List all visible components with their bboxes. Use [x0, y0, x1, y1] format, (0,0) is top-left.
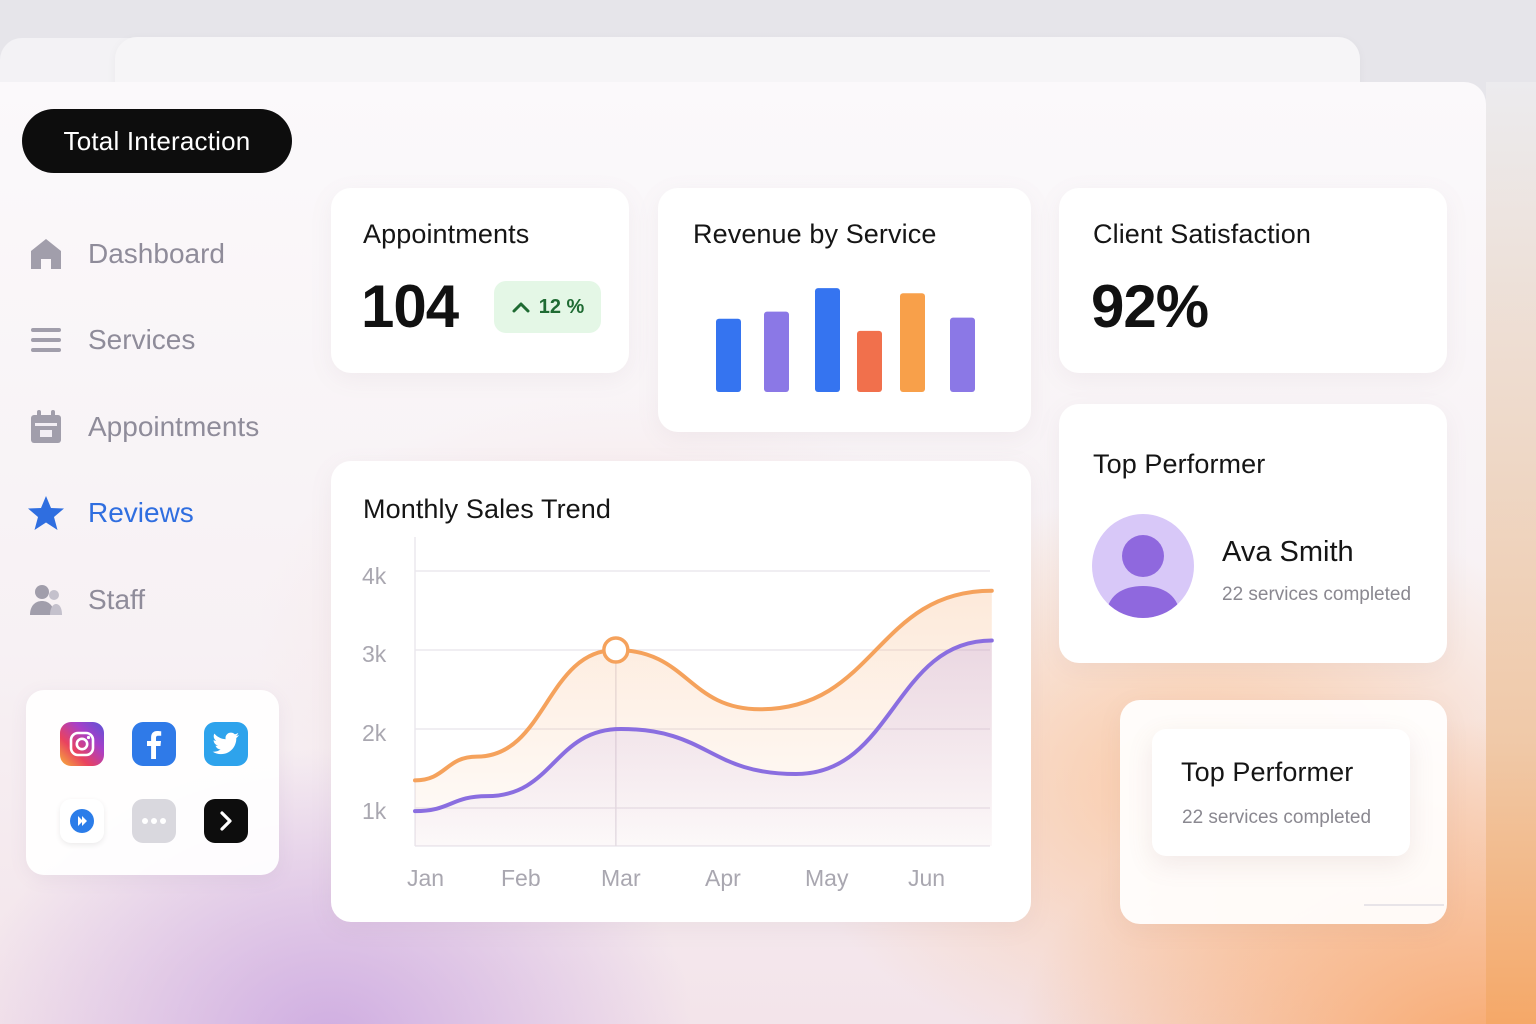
sidebar-item-label: Staff: [88, 584, 146, 615]
sidebar-item-reviews[interactable]: Reviews: [26, 491, 306, 535]
revenue-bar: [764, 311, 789, 392]
sidebar-item-label: Services: [88, 324, 196, 355]
revenue-bar: [716, 318, 741, 392]
series-line: [413, 588, 994, 783]
sidebar-item-label: Appointments: [88, 411, 260, 442]
y-tick-label: 1k: [362, 798, 387, 824]
x-tick-label: Apr: [705, 865, 741, 891]
top-performer-inner-card: [1152, 729, 1410, 856]
revenue-title: Revenue by Service: [693, 219, 937, 249]
appointments-title: Appointments: [363, 219, 530, 249]
revenue-bar: [815, 288, 840, 392]
sidebar-item-appointments[interactable]: Appointments: [26, 405, 306, 449]
satisfaction-card: [1059, 188, 1447, 373]
arrow-icon[interactable]: [204, 799, 248, 843]
avatar: [1092, 514, 1194, 618]
arrow-up-icon: [512, 302, 530, 313]
change-value: 12 %: [538, 295, 585, 318]
revenue-bar: [857, 330, 882, 392]
top-performer-2-title: Top Performer: [1181, 757, 1354, 787]
facebook-icon[interactable]: [132, 722, 176, 766]
more-icon[interactable]: [132, 799, 176, 843]
twitter-icon[interactable]: [204, 722, 248, 766]
star-icon: [26, 493, 66, 533]
x-tick-label: May: [805, 865, 849, 891]
series-line: [413, 638, 994, 814]
satisfaction-value: 92%: [1091, 273, 1209, 340]
sidebar-item-dashboard[interactable]: Dashboard: [26, 232, 306, 276]
performer-2-subtitle: 22 services completed: [1182, 807, 1372, 828]
y-tick-label: 3k: [362, 641, 387, 667]
revenue-bar: [900, 293, 925, 392]
sidebar-item-label: Dashboard: [88, 238, 225, 269]
sidebar-item-label: Reviews: [88, 497, 194, 528]
change-badge: 12 %: [494, 281, 601, 333]
sales-trend-title: Monthly Sales Trend: [363, 494, 612, 524]
x-tick-label: Feb: [501, 865, 541, 891]
x-tick-label: Jun: [908, 865, 946, 891]
people-icon: [26, 580, 66, 620]
series-area: [415, 640, 992, 846]
highlight-point[interactable]: [602, 636, 630, 664]
revenue-bar: [950, 317, 975, 392]
instagram-icon[interactable]: [60, 722, 104, 766]
total-interaction-button[interactable]: Total Interaction: [22, 109, 292, 173]
list-icon: [26, 320, 66, 360]
sidebar-item-staff[interactable]: Staff: [26, 578, 306, 622]
background-edge: [1486, 82, 1536, 1024]
sidebar-item-services[interactable]: Services: [26, 318, 306, 362]
home-icon: [26, 234, 66, 274]
social-links-card: [26, 690, 279, 875]
x-tick-label: Mar: [601, 865, 641, 891]
revenue-bar-chart: [716, 288, 975, 392]
top-performer-title: Top Performer: [1093, 449, 1266, 479]
divider: [1364, 904, 1444, 906]
appointments-count: 104: [361, 273, 459, 340]
satisfaction-title: Client Satisfaction: [1093, 219, 1312, 249]
performer-name: Ava Smith: [1222, 536, 1354, 568]
appointments-card: [331, 188, 629, 373]
performer-subtitle: 22 services completed: [1222, 584, 1412, 605]
x-tick-label: Jan: [407, 865, 445, 891]
y-tick-label: 2k: [362, 720, 387, 746]
play-icon[interactable]: [60, 799, 104, 843]
y-tick-label: 4k: [362, 563, 387, 589]
user-icon: [1106, 535, 1180, 618]
calendar-icon: [26, 407, 66, 447]
